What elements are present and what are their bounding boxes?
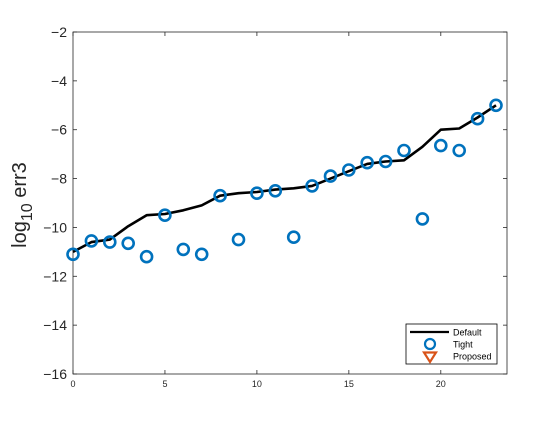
x-tick-label: 20 (436, 379, 446, 389)
data-point-tight (378, 154, 393, 169)
data-point-tight (415, 212, 430, 226)
series-lines (72, 104, 497, 254)
y-tick-label: −6 (51, 122, 67, 138)
series-line-default (72, 104, 497, 254)
data-point-tight (176, 242, 191, 257)
data-point-tight (286, 230, 301, 244)
y-tick-label: −16 (43, 366, 67, 382)
y-axis-ticks: −16 −14 −12 −10 −8 −6 −4 −2 (43, 24, 507, 382)
y-axis-label-rest: err3 (9, 162, 31, 203)
data-point-tight (194, 247, 209, 262)
y-tick-label: −2 (51, 24, 67, 40)
data-point-tight (323, 169, 338, 183)
data-point-tight (66, 247, 80, 262)
data-point-tight (103, 235, 117, 249)
x-tick-label: 15 (344, 379, 354, 389)
data-point-tight (452, 143, 467, 158)
data-point-tight (397, 143, 411, 158)
legend-default-label: Default (453, 328, 482, 338)
axes-frame (72, 31, 508, 375)
legend-box (405, 323, 498, 365)
x-tick-label: 5 (162, 379, 167, 389)
y-tick-label: −4 (51, 73, 67, 89)
y-axis-label-base: log (9, 221, 31, 248)
legend-tight-label: Tight (453, 340, 473, 350)
data-point-tight (158, 208, 172, 222)
x-tick-label: 0 (70, 379, 75, 389)
y-tick-label: −12 (43, 268, 67, 284)
x-axis-ticks: 0 5 10 15 20 (70, 32, 446, 389)
data-point-tight (341, 163, 356, 177)
data-point-tight (121, 236, 135, 251)
data-point-tight (139, 249, 154, 264)
data-point-tight (84, 234, 99, 248)
y-tick-label: −10 (43, 219, 67, 235)
axes-box (72, 31, 508, 375)
data-point-tight (360, 155, 375, 170)
y-axis-label: log10 err3 (9, 162, 36, 248)
data-point-tight (470, 111, 485, 126)
y-tick-label: −8 (51, 171, 67, 187)
y-tick-label: −14 (43, 317, 67, 333)
series-markers (66, 98, 503, 264)
y-axis-label-subscript: 10 (19, 203, 36, 221)
x-tick-label: 10 (252, 379, 262, 389)
data-point-tight (489, 98, 503, 113)
legend: Default Tight Proposed (405, 323, 498, 365)
legend-tight-marker (423, 337, 437, 351)
data-point-tight (250, 186, 264, 200)
data-point-tight (268, 184, 283, 198)
legend-proposed-label: Proposed (453, 352, 492, 362)
data-point-tight (213, 188, 227, 203)
data-point-tight (305, 179, 319, 193)
legend-proposed-marker (422, 351, 438, 365)
data-point-tight (433, 138, 448, 153)
data-point-tight (231, 232, 246, 247)
